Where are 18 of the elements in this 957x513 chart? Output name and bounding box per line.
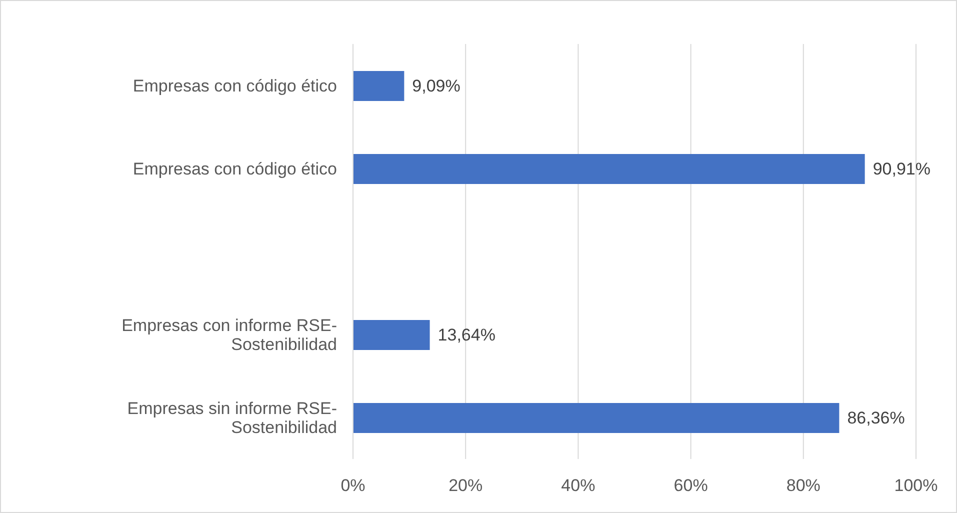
x-tick-label: 60% [674,476,708,496]
x-tick-label: 0% [340,476,366,496]
data-label: 9,09% [412,76,460,96]
y-tick-label: Empresas con código ético [132,76,337,95]
x-tick-label: 20% [448,476,483,496]
bar [353,320,430,350]
y-tick-label: Empresas con informe RSE-Sostenibilidad [122,316,337,354]
data-label: 86,36% [847,408,905,428]
data-label: 13,64% [438,326,496,344]
data-label: 90,91% [872,160,930,178]
y-tick-label: Empresas sin informe RSE-Sostenibilidad [127,398,337,436]
x-tick-label: 100% [894,476,938,496]
x-tick-label: 80% [786,476,820,496]
bar [353,403,840,433]
bar [353,71,404,101]
y-tick-label: Empresas con código ético [132,159,337,178]
x-tick-label: 40% [561,476,596,496]
bar [353,154,865,184]
